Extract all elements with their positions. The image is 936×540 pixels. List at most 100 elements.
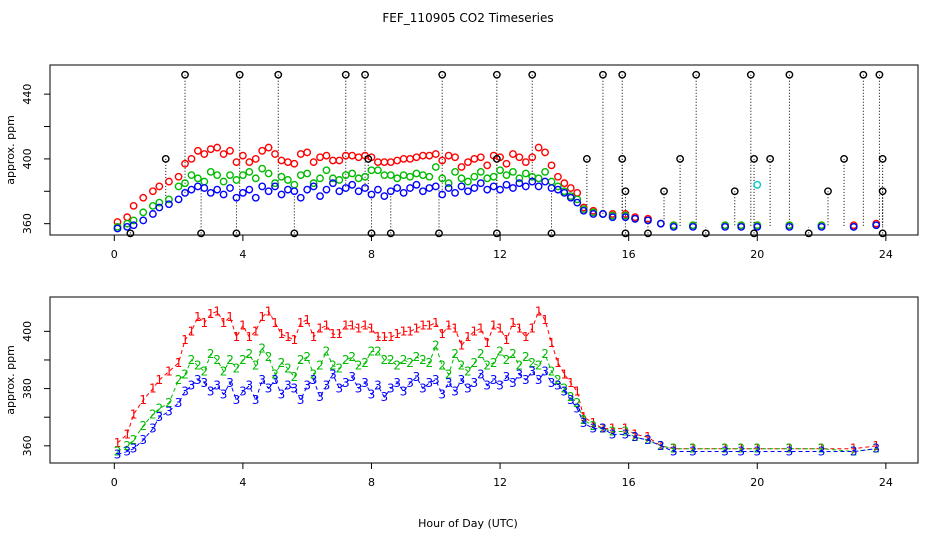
series-2-marker: 2 <box>432 339 440 353</box>
series-3-marker: 3 <box>207 384 215 398</box>
series-3-point <box>277 190 286 199</box>
series-1-point <box>187 155 196 163</box>
bottom-x-tick-label: 12 <box>493 476 507 489</box>
series-2-point <box>367 166 376 175</box>
series-1-point <box>193 146 202 155</box>
series-2-marker: 2 <box>535 359 543 373</box>
series-2-marker: 2 <box>139 419 147 433</box>
series-2-point <box>399 171 408 179</box>
series-1-marker: 1 <box>445 319 453 333</box>
series-2-marker: 2 <box>252 359 260 373</box>
series-1-marker: 1 <box>258 310 266 324</box>
series-2-point <box>361 172 369 181</box>
series-2-marker: 2 <box>355 359 363 373</box>
series-3-point <box>560 189 569 197</box>
series-3-point <box>753 223 762 231</box>
series-3-point <box>589 210 598 218</box>
series-outliers-point <box>438 70 447 79</box>
top-y-tick-label: 360 <box>21 213 34 234</box>
series-1-marker: 1 <box>368 321 376 335</box>
series-2-marker: 2 <box>609 425 617 439</box>
series-2-point <box>412 169 421 178</box>
series-3-marker: 3 <box>181 384 189 398</box>
series-1-point <box>451 153 459 162</box>
series-1-marker: 1 <box>609 422 617 436</box>
series-3-marker: 3 <box>490 373 498 387</box>
series-3-marker: 3 <box>631 430 639 444</box>
series-3-marker: 3 <box>721 445 729 459</box>
series-1-marker: 1 <box>580 410 588 424</box>
series-1-marker: 1 <box>233 330 241 344</box>
series-3-point <box>380 192 389 201</box>
series-3-point <box>386 187 395 196</box>
series-3-marker: 3 <box>496 379 504 393</box>
series-3-point <box>621 213 630 222</box>
series-3-point <box>656 219 665 228</box>
series-3-point <box>348 180 357 189</box>
series-3-point <box>470 184 479 192</box>
series-3-marker: 3 <box>265 382 273 396</box>
series-3-marker: 3 <box>355 382 363 396</box>
series-2-point <box>238 171 247 179</box>
series-1-point <box>393 156 402 165</box>
series-2-point <box>457 174 466 183</box>
series-3-point <box>206 189 215 197</box>
series-outliers-point <box>701 229 710 238</box>
series-2-marker: 2 <box>451 347 459 361</box>
series-2-marker: 2 <box>589 419 597 433</box>
series-1-marker: 1 <box>355 321 363 335</box>
series-1-point <box>251 155 260 163</box>
chart-title: FEF_110905 CO2 Timeseries <box>382 11 553 25</box>
series-2-marker: 2 <box>310 367 318 381</box>
series-3-marker: 3 <box>445 376 453 390</box>
series-3-marker: 3 <box>609 427 617 441</box>
series-2-point <box>139 208 148 217</box>
series-2-marker: 2 <box>400 353 408 367</box>
series-1-marker: 1 <box>265 304 273 318</box>
top-x-tick-label: 8 <box>368 248 375 261</box>
series-3-marker: 3 <box>818 445 826 459</box>
series-1-marker: 1 <box>374 330 382 344</box>
series-3-point <box>258 182 267 191</box>
series-3-marker: 3 <box>123 445 131 459</box>
series-1-point <box>380 158 389 167</box>
series-2-marker: 2 <box>419 353 427 367</box>
series-1-marker: 1 <box>644 430 652 444</box>
series-3-point <box>521 182 530 191</box>
series-outliers-point <box>804 229 813 238</box>
series-1-point <box>483 161 492 170</box>
series-3-point <box>335 187 344 196</box>
series-1-point <box>219 150 228 158</box>
series-2-marker: 2 <box>850 445 858 459</box>
series-1-point <box>155 182 164 191</box>
series-2-marker: 2 <box>573 396 581 410</box>
series-1-point <box>573 189 582 197</box>
series-3-point <box>406 184 414 192</box>
series-1-point <box>232 158 241 167</box>
series-3-marker: 3 <box>297 393 305 407</box>
series-3-marker: 3 <box>406 376 414 390</box>
series-3-marker: 3 <box>245 379 253 393</box>
series-3-marker: 3 <box>336 382 344 396</box>
series-3-marker: 3 <box>458 373 466 387</box>
series-3-marker: 3 <box>149 422 157 436</box>
series-3-marker: 3 <box>361 376 369 390</box>
series-1-point <box>264 143 273 152</box>
series-1-marker: 1 <box>522 330 530 344</box>
series-1-marker: 1 <box>220 316 228 330</box>
series-3-point <box>489 182 498 191</box>
series-1-point <box>515 153 524 162</box>
series-3-marker: 3 <box>589 422 597 436</box>
series-3-marker: 3 <box>644 433 652 447</box>
series-2-point <box>470 172 479 181</box>
series-3-point <box>515 179 524 188</box>
series-3-marker: 3 <box>573 402 581 416</box>
series-2-point <box>438 174 447 183</box>
series-1-marker: 1 <box>245 330 253 344</box>
series-3-point <box>849 223 858 231</box>
series-2-marker: 2 <box>220 364 228 378</box>
series-1-marker: 1 <box>426 319 434 333</box>
series-3-marker: 3 <box>175 396 183 410</box>
series-3-point <box>113 224 122 233</box>
